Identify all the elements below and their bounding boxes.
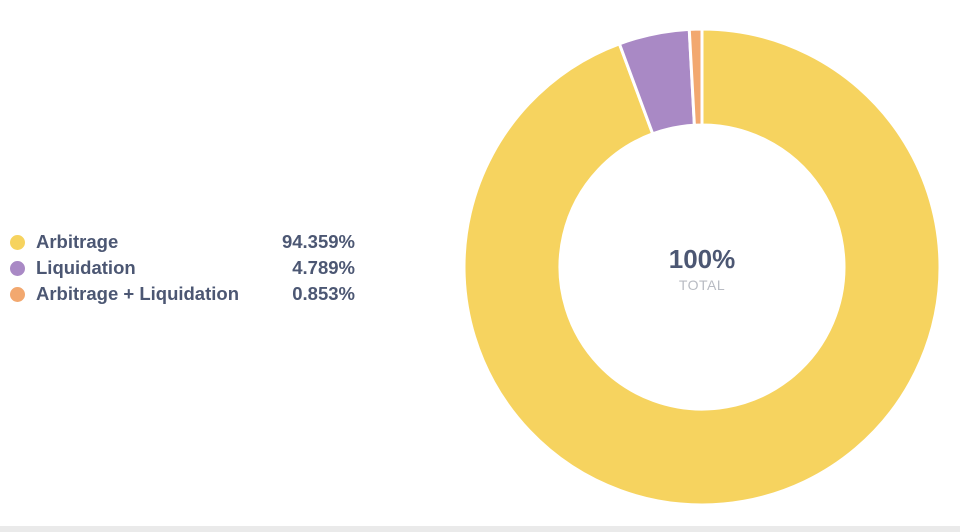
legend-item-arbitrage[interactable]: Arbitrage 94.359% — [10, 229, 355, 255]
legend-value-liquidation: 4.789% — [292, 257, 355, 278]
legend-swatch-arbitrage — [10, 234, 25, 250]
donut-slice-arbitrage-liquidation[interactable] — [687, 28, 704, 127]
legend-item-liquidation[interactable]: Liquidation 4.789% — [10, 255, 355, 281]
legend-swatch-arbitrage-liquidation — [10, 286, 25, 302]
legend-label-arbitrage-liquidation: Arbitrage + Liquidation — [36, 283, 239, 304]
center-total-value: 100% — [669, 244, 736, 274]
legend-label-arbitrage: Arbitrage — [36, 231, 119, 252]
legend-value-arbitrage-liquidation: 0.853% — [292, 283, 355, 304]
chart-legend: Arbitrage 94.359% Liquidation 4.789% Arb… — [10, 229, 355, 307]
donut-slices — [463, 28, 941, 506]
center-total-label: TOTAL — [679, 277, 725, 293]
donut-chart: 100% TOTAL — [463, 28, 941, 506]
legend-label-liquidation: Liquidation — [36, 257, 136, 278]
legend-swatch-liquidation — [10, 260, 25, 276]
bottom-divider — [0, 526, 960, 532]
donut-slice-arbitrage[interactable] — [463, 28, 941, 506]
legend-value-arbitrage: 94.359% — [281, 231, 355, 252]
legend-item-arbitrage-liquidation[interactable]: Arbitrage + Liquidation 0.853% — [10, 281, 355, 307]
